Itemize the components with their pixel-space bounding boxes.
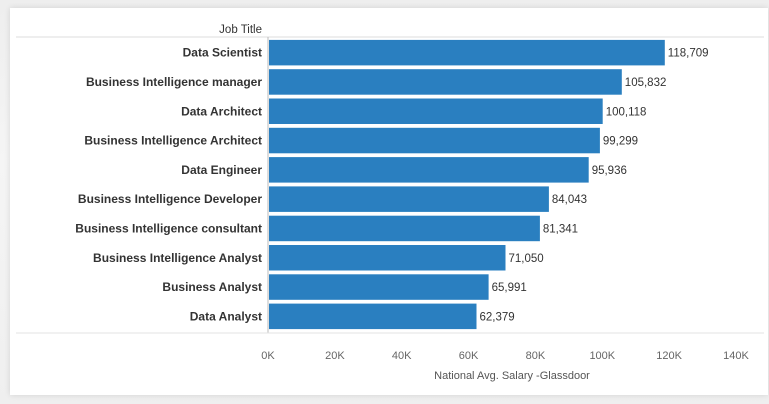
bar[interactable] [269, 274, 489, 300]
category-label: Business Intelligence Analyst [93, 251, 262, 265]
bar[interactable] [269, 157, 589, 183]
value-label: 84,043 [552, 194, 587, 206]
bar[interactable] [269, 215, 540, 242]
value-label: 65,991 [492, 282, 527, 294]
bar[interactable] [269, 127, 600, 154]
category-header: Job Title [219, 24, 262, 36]
value-labels: 118,709 105,832 100,118 99,299 95,936 84,043 8… [480, 48, 709, 324]
category-label: Business Intelligence Developer [78, 192, 262, 206]
bar[interactable] [269, 245, 506, 271]
value-label: 118,709 [668, 48, 709, 60]
x-tick-label: 20K [325, 350, 345, 362]
x-tick-label: 140K [723, 350, 749, 362]
bar[interactable] [269, 303, 477, 330]
value-label: 71,050 [509, 253, 544, 265]
value-label: 99,299 [603, 136, 638, 148]
value-label: 105,832 [625, 77, 667, 89]
category-label: Data Scientist [183, 46, 262, 60]
value-label: 81,341 [543, 224, 578, 236]
x-axis-title: National Avg. Salary -Glassdoor [434, 370, 590, 382]
bar[interactable] [269, 39, 665, 66]
x-tick-label: 100K [589, 350, 615, 362]
category-label: Business Analyst [162, 280, 262, 294]
category-label: Business Intelligence consultant [75, 222, 262, 236]
bar[interactable] [269, 69, 622, 95]
bar[interactable] [269, 98, 603, 125]
bars [269, 39, 665, 330]
x-tick-label: 40K [392, 350, 412, 362]
x-tick-label: 80K [526, 350, 546, 362]
bar[interactable] [269, 186, 549, 212]
category-label: Data Analyst [190, 309, 262, 323]
value-label: 100,118 [606, 106, 647, 118]
category-labels: Data Scientist Business Intelligence mana… [75, 46, 262, 324]
x-axis-ticks: 0K 20K 40K 60K 80K 100K 120K 140K [261, 350, 749, 362]
x-tick-label: 0K [261, 350, 275, 362]
x-tick-label: 120K [656, 350, 682, 362]
category-label: Data Architect [181, 104, 262, 118]
value-label: 62,379 [480, 311, 515, 323]
category-label: Business Intelligence manager [86, 75, 262, 89]
category-label: Business Intelligence Architect [84, 134, 262, 148]
category-label: Data Engineer [181, 163, 262, 177]
x-tick-label: 60K [459, 350, 479, 362]
value-label: 95,936 [592, 165, 627, 177]
